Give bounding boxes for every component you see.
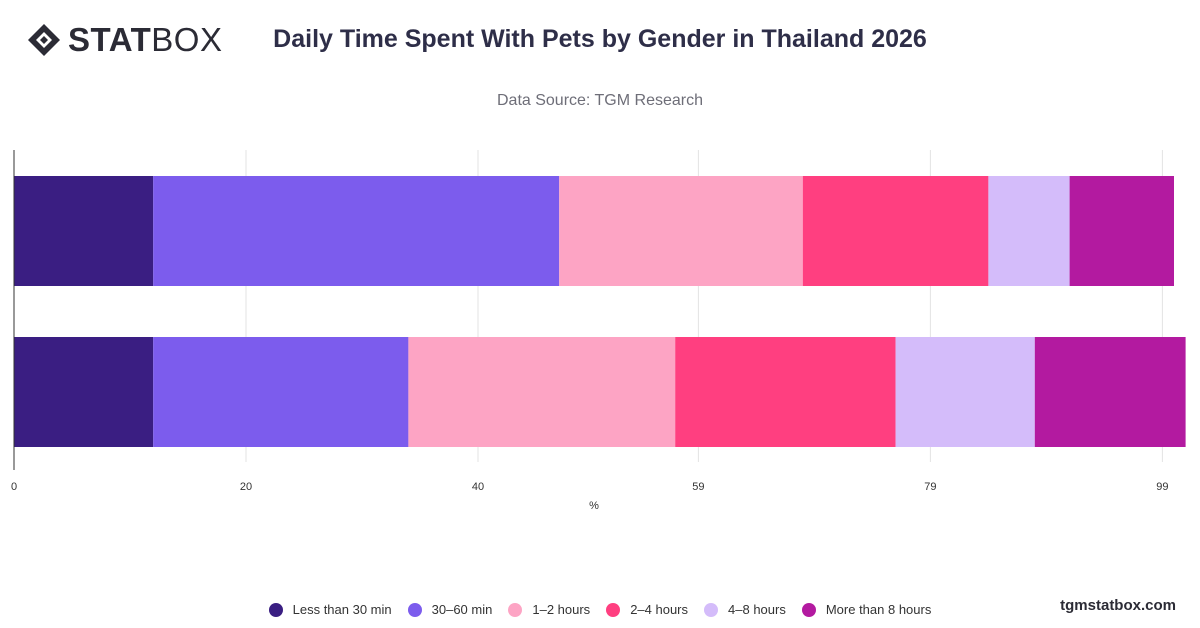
logo-text-bold: STAT	[68, 21, 152, 58]
bar-segment[interactable]	[802, 176, 989, 286]
legend-label: Less than 30 min	[292, 602, 392, 617]
legend-item[interactable]: 4–8 hours	[704, 602, 786, 617]
legend-item[interactable]: Less than 30 min	[268, 602, 392, 617]
legend-item[interactable]: More than 8 hours	[801, 602, 932, 617]
brand-url[interactable]: tgmstatbox.com	[1060, 597, 1176, 614]
x-tick-label: 79	[924, 481, 936, 493]
legend-item[interactable]: 1–2 hours	[508, 602, 590, 617]
diamond-logo-icon	[28, 24, 60, 56]
bar-segment[interactable]	[153, 337, 409, 447]
logo-text: STATBOX	[68, 22, 222, 58]
legend-item[interactable]: 2–4 hours	[606, 602, 688, 617]
bar-segment[interactable]	[1034, 337, 1186, 447]
logo-text-light: BOX	[151, 21, 223, 58]
legend-swatch	[606, 602, 621, 617]
x-tick-label: 20	[240, 481, 252, 493]
bar-segment[interactable]	[14, 337, 154, 447]
chart-subtitle: Data Source: TGM Research	[496, 92, 703, 109]
x-tick-label: 59	[692, 481, 704, 493]
x-tick-label: 0	[11, 481, 17, 493]
chart-legend: Less than 30 min 30–60 min 1–2 hours 2–4 ho…	[0, 602, 1200, 617]
statbox-logo[interactable]: STATBOX	[26, 22, 222, 58]
legend-swatch	[508, 602, 523, 617]
bar-segment[interactable]	[559, 176, 803, 286]
legend-label: 1–2 hours	[532, 602, 591, 617]
legend-label: 30–60 min	[431, 602, 493, 617]
bar-segment[interactable]	[153, 176, 560, 286]
legend-swatch	[801, 602, 816, 617]
legend-label: 2–4 hours	[630, 602, 689, 617]
legend-swatch	[704, 602, 719, 617]
bar-segment[interactable]	[408, 337, 676, 447]
legend-label: 4–8 hours	[728, 602, 786, 617]
x-axis-label: %	[589, 500, 599, 512]
bar-segment[interactable]	[14, 176, 154, 286]
x-axis: 0 20 40 59 79 99%	[11, 150, 1169, 512]
legend-label: More than 8 hours	[825, 602, 932, 617]
bar-segment[interactable]	[1069, 176, 1174, 286]
bar-segment[interactable]	[675, 337, 896, 447]
x-tick-label: 99	[1156, 481, 1168, 493]
bars	[14, 176, 1186, 447]
legend-swatch	[268, 602, 283, 617]
chart-title: Daily Time Spent With Pets by Gender in …	[273, 25, 927, 53]
bar-segment[interactable]	[895, 337, 1035, 447]
bar-segment[interactable]	[988, 176, 1070, 286]
x-tick-label: 40	[472, 481, 484, 493]
legend-item[interactable]: 30–60 min	[407, 602, 493, 617]
legend-swatch	[407, 602, 422, 617]
